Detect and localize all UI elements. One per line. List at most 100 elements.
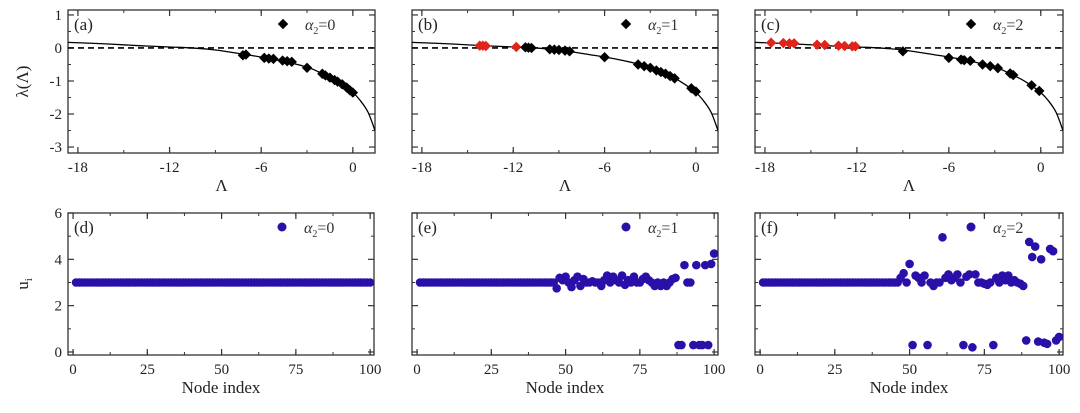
y-axis-title-sub: i: [23, 278, 35, 281]
legend-param: α: [648, 17, 657, 34]
node-point: [908, 340, 917, 350]
node-point: [567, 282, 576, 292]
x-tick-label: -18: [755, 160, 775, 176]
node-point: [1021, 336, 1031, 345]
x-tick-label: 50: [902, 362, 917, 378]
x-tick-label: -6: [943, 160, 956, 176]
legend-sub: 2: [1001, 229, 1006, 240]
y-tick-label: 4: [55, 252, 63, 268]
panel-e: 0 25 50 75 100 Node index (e) α2=1: [411, 212, 725, 397]
plot-area: [415, 249, 718, 350]
red-diamond-point: [480, 40, 492, 52]
y-tick-label: 6: [55, 206, 63, 222]
plot-area: [71, 278, 374, 287]
lambda-curve: [755, 41, 1063, 131]
black-diamond-point: [553, 44, 565, 56]
lambda-curve: [412, 41, 718, 131]
node-point: [692, 260, 701, 270]
node-point: [1042, 339, 1052, 349]
lambda-curve: [68, 41, 375, 131]
node-point: [968, 343, 977, 352]
black-diamond-point: [965, 55, 976, 67]
black-diamond-point: [655, 66, 667, 78]
red-diamond-point: [833, 40, 844, 51]
x-tick-label: 50: [214, 362, 229, 378]
legend-param: α: [993, 17, 1002, 34]
x-axis-title: Node index: [870, 378, 949, 397]
panel-b: -18 -12 -6 0 Λ (b) α2=1: [411, 9, 719, 195]
legend-value: =1: [661, 17, 678, 34]
x-tick-label: 100: [1048, 362, 1071, 378]
node-point: [989, 340, 998, 350]
legend-diamond-marker: [965, 18, 977, 30]
black-diamond-point: [1034, 85, 1045, 97]
panel-c: -18 -12 -6 0 Λ (c) α2=2: [754, 9, 1064, 195]
x-tick-label: 75: [632, 362, 647, 378]
x-tick-label: -18: [68, 160, 88, 176]
red-diamond-point: [778, 37, 789, 49]
red-diamond-point: [839, 40, 850, 52]
legend-value: =0: [318, 17, 335, 34]
x-tick-label: -6: [598, 160, 611, 176]
black-diamond-point: [897, 46, 909, 57]
node-point: [953, 270, 962, 279]
black-diamond-point: [669, 73, 680, 84]
black-diamond-point: [268, 53, 279, 65]
panel-label: (a): [74, 15, 93, 34]
legend-sub: 2: [1001, 26, 1006, 37]
x-tick-label: 0: [349, 160, 357, 176]
legend-circle-marker: [966, 222, 976, 232]
black-diamond-point: [347, 87, 359, 98]
legend-diamond-marker: [277, 18, 289, 30]
node-point: [677, 340, 686, 350]
panel-label: (e): [418, 218, 437, 237]
black-diamond-point: [686, 83, 697, 94]
x-axis-title: Λ: [903, 176, 916, 195]
y-tick-label: 1: [55, 8, 63, 24]
red-diamond-point: [765, 37, 777, 48]
plot-area: [412, 40, 718, 131]
black-diamond-point: [526, 42, 537, 54]
legend: α2=1: [620, 17, 678, 37]
node-point: [905, 259, 914, 269]
panel-label: (d): [74, 218, 94, 237]
x-tick-label: 0: [692, 160, 700, 176]
node-point: [1024, 237, 1034, 247]
panel-label: (b): [418, 15, 438, 34]
legend-sub: 2: [312, 229, 317, 240]
x-tick-label: -12: [847, 160, 867, 176]
node-point: [1036, 255, 1046, 264]
y-tick-label: -3: [50, 140, 63, 156]
node-point: [935, 278, 944, 287]
legend-sub: 2: [313, 26, 318, 37]
x-tick-label: 25: [484, 362, 499, 378]
x-axis-title: Λ: [559, 176, 572, 195]
node-point: [1003, 271, 1013, 280]
legend-param: α: [648, 220, 657, 237]
legend: α2=2: [965, 17, 1023, 37]
red-diamond-point: [850, 41, 861, 52]
node-point: [917, 278, 926, 287]
x-tick-label: 25: [827, 362, 842, 378]
legend-circle-marker: [277, 222, 287, 232]
legend-value: =0: [317, 220, 334, 237]
legend: α2=1: [621, 220, 678, 240]
node-point: [689, 340, 698, 350]
legend-value: =2: [1006, 17, 1023, 34]
red-diamond-point: [819, 39, 830, 51]
node-point: [971, 270, 980, 279]
node-point: [706, 259, 716, 269]
node-point: [959, 340, 968, 350]
x-tick-label: 0: [756, 362, 764, 378]
black-diamond-point: [690, 86, 702, 97]
node-point: [902, 278, 911, 287]
node-point: [697, 340, 707, 350]
x-axis-title: Node index: [526, 378, 605, 397]
x-tick-label: -6: [255, 160, 268, 176]
legend-label: α2=2: [993, 17, 1023, 37]
node-point: [1018, 281, 1028, 291]
y-tick-label: 2: [55, 299, 63, 315]
x-tick-label: 0: [69, 362, 77, 378]
black-diamond-point: [992, 62, 1004, 74]
